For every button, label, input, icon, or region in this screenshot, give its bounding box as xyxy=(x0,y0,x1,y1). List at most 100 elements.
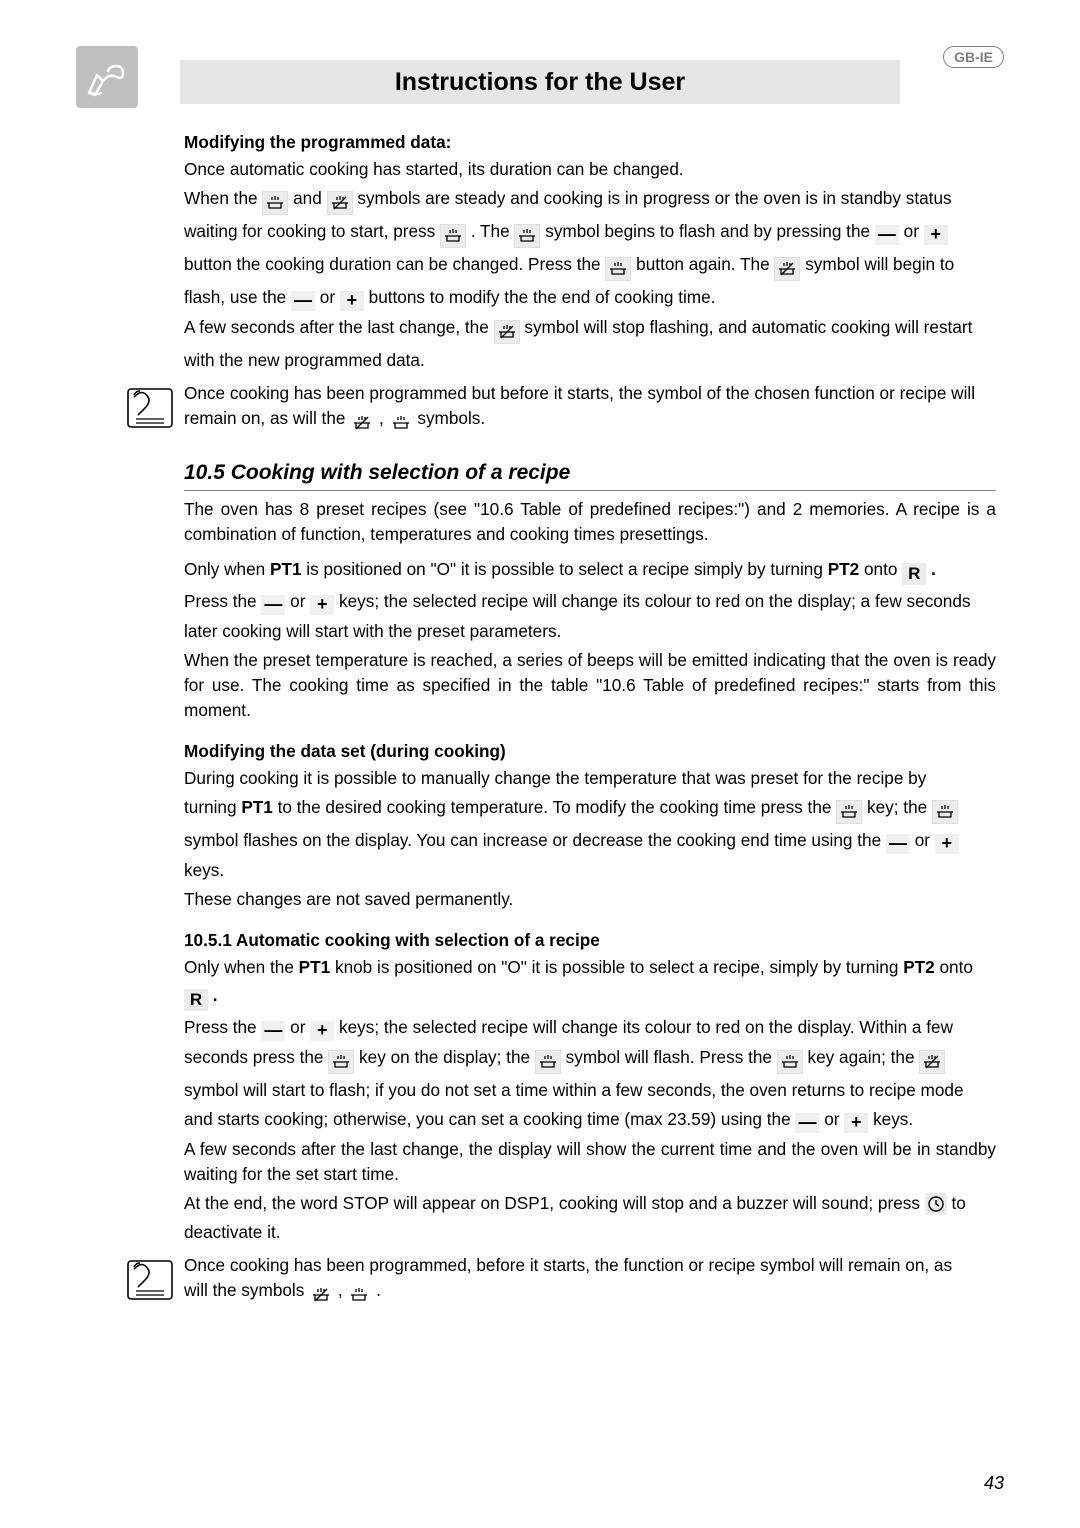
text: symbols are steady and cooking is in pro… xyxy=(357,188,951,208)
text: Once automatic cooking has started, its … xyxy=(184,157,996,182)
page: Instructions for the User GB-IE Modifyin… xyxy=(0,0,1080,1528)
text: A few seconds after the last change, the… xyxy=(184,1137,996,1187)
pot-crossed-icon xyxy=(919,1050,945,1074)
text: These changes are not saved permanently. xyxy=(184,887,996,912)
text: onto xyxy=(864,559,902,579)
note-text: Once cooking has been programmed, before… xyxy=(184,1253,996,1306)
text: and starts cooking; otherwise, you can s… xyxy=(184,1109,795,1129)
text: Press the — or + keys; the selected reci… xyxy=(184,589,996,615)
text: button the cooking duration can be chang… xyxy=(184,254,605,274)
text: keys. xyxy=(184,858,996,883)
text: The oven has 8 preset recipes (see "10.6… xyxy=(184,497,996,547)
text: turning PT1 to the desired cooking tempe… xyxy=(184,795,996,824)
minus-icon: — xyxy=(795,1113,819,1133)
text: When the preset temperature is reached, … xyxy=(184,648,996,723)
pot-crossed-icon xyxy=(350,412,374,434)
text: key; the xyxy=(867,797,932,817)
pot-crossed-icon xyxy=(774,257,800,281)
text: seconds press the xyxy=(184,1047,328,1067)
note-block: Once cooking has been programmed, before… xyxy=(124,1253,996,1312)
text: keys; the selected recipe will change it… xyxy=(339,1017,953,1037)
text: and starts cooking; otherwise, you can s… xyxy=(184,1107,996,1133)
text: . xyxy=(376,1280,381,1300)
minus-icon: — xyxy=(261,1021,285,1041)
hand-writing-icon xyxy=(76,46,138,108)
section-10-5-head: 10.5 Cooking with selection of a recipe xyxy=(184,458,996,491)
r-icon: R xyxy=(902,563,926,585)
text: Press the xyxy=(184,1017,261,1037)
text: Only when xyxy=(184,559,270,579)
text: A few seconds after the last change, the xyxy=(184,317,494,337)
page-title: Instructions for the User xyxy=(180,60,900,104)
pot-icon xyxy=(347,1284,371,1306)
text: When the xyxy=(184,188,262,208)
text: A few seconds after the last change, the… xyxy=(184,315,996,344)
r-icon: R xyxy=(184,989,208,1011)
pot-icon xyxy=(836,800,862,824)
text: or xyxy=(290,1017,310,1037)
text: or xyxy=(290,591,310,611)
text: symbol will stop flashing, and automatic… xyxy=(524,317,972,337)
text: Only when PT1 is positioned on "O" it is… xyxy=(184,557,996,585)
text: symbol will begin to xyxy=(805,254,954,274)
text: flash, use the — or + buttons to modify … xyxy=(184,285,996,311)
text: or xyxy=(915,830,935,850)
text: to the desired cooking temperature. To m… xyxy=(278,797,837,817)
text: or xyxy=(320,287,340,307)
pot-icon xyxy=(605,257,631,281)
clock-icon xyxy=(925,1193,947,1215)
pot-crossed-icon xyxy=(327,191,353,215)
pot-icon xyxy=(777,1050,803,1074)
modifying-dataset-head: Modifying the data set (during cooking) xyxy=(184,739,996,764)
pt1-label: PT1 xyxy=(241,797,273,817)
text: button the cooking duration can be chang… xyxy=(184,252,996,281)
pot-icon xyxy=(328,1050,354,1074)
text: button again. The xyxy=(636,254,774,274)
text: Press the — or + keys; the selected reci… xyxy=(184,1015,996,1041)
modifying-programmed-head: Modifying the programmed data: xyxy=(184,130,996,155)
text: symbol will flash. Press the xyxy=(566,1047,777,1067)
text: . xyxy=(213,985,218,1005)
pot-icon xyxy=(262,191,288,215)
plus-icon: + xyxy=(924,225,948,245)
minus-icon: — xyxy=(291,291,315,311)
minus-icon: — xyxy=(886,834,910,854)
note-block: Once cooking has been programmed but bef… xyxy=(124,381,996,440)
text: Once cooking has been programmed but bef… xyxy=(184,383,975,403)
text: symbols. xyxy=(417,408,485,428)
text: key on the display; the xyxy=(359,1047,535,1067)
text: . xyxy=(931,559,936,579)
text: , xyxy=(338,1280,348,1300)
pt2-label: PT2 xyxy=(903,957,935,977)
pt1-label: PT1 xyxy=(299,957,331,977)
text: seconds press the key on the display; th… xyxy=(184,1045,996,1074)
plus-icon: + xyxy=(310,595,334,615)
text: is positioned on "O" it is possible to s… xyxy=(306,559,827,579)
text: Only when the xyxy=(184,957,299,977)
note-text: Once cooking has been programmed but bef… xyxy=(184,381,996,434)
text: Press the xyxy=(184,591,261,611)
text: symbol begins to flash and by pressing t… xyxy=(545,221,875,241)
plus-icon: + xyxy=(340,291,364,311)
text: waiting for cooking to start, press . Th… xyxy=(184,219,996,248)
text: R . xyxy=(184,983,996,1011)
pot-crossed-icon xyxy=(494,320,520,344)
text: . The xyxy=(471,221,515,241)
text: During cooking it is possible to manuall… xyxy=(184,766,996,791)
text: or xyxy=(904,221,924,241)
text: to xyxy=(952,1193,966,1213)
text: knob is positioned on "O" it is possible… xyxy=(335,957,903,977)
text: When the and symbols are steady and cook… xyxy=(184,186,996,215)
pot-icon xyxy=(440,224,466,248)
text: buttons to modify the the end of cooking… xyxy=(369,287,716,307)
note-hand-icon xyxy=(124,1253,176,1312)
text: keys; the selected recipe will change it… xyxy=(339,591,971,611)
header-row: Instructions for the User GB-IE xyxy=(76,52,1004,112)
text: symbol flashes on the display. You can i… xyxy=(184,828,996,854)
text: onto xyxy=(940,957,973,977)
plus-icon: + xyxy=(310,1021,334,1041)
plus-icon: + xyxy=(844,1113,868,1133)
text: flash, use the xyxy=(184,287,291,307)
text: Only when the PT1 knob is positioned on … xyxy=(184,955,996,980)
minus-icon: — xyxy=(875,225,899,245)
